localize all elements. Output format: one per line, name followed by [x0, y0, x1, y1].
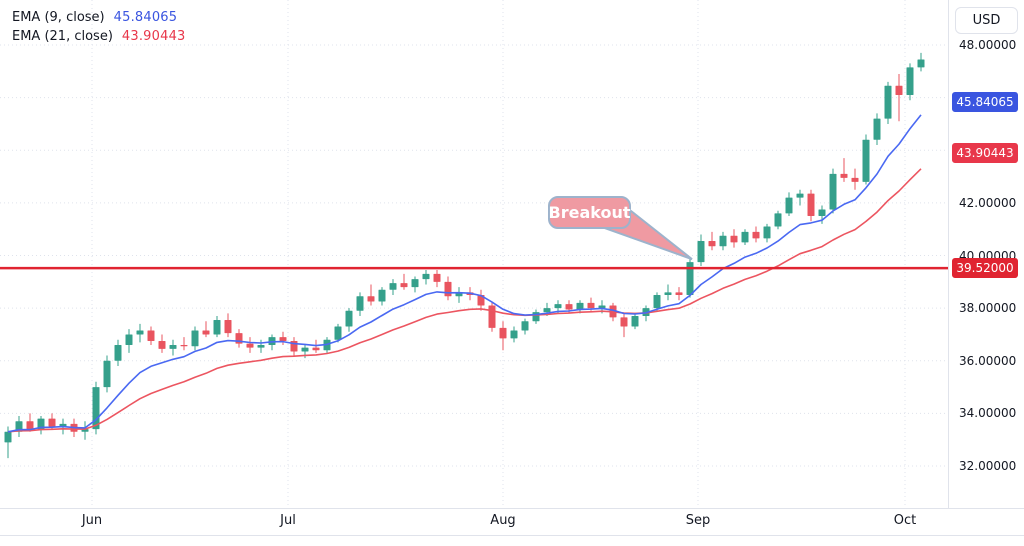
candle-up[interactable] [829, 168, 837, 214]
candle-down[interactable] [499, 321, 507, 351]
candle-up[interactable] [334, 323, 342, 343]
candle-up[interactable] [631, 313, 639, 330]
candle-down[interactable] [224, 313, 232, 338]
candle-up[interactable] [455, 287, 463, 303]
legend-item-ema9[interactable]: EMA (9, close) 45.84065 [12, 8, 186, 27]
candle-down[interactable] [202, 321, 210, 338]
price-badge: 43.90443 [952, 142, 1018, 163]
candle-up[interactable] [422, 269, 430, 285]
breakout-callout[interactable]: Breakout [548, 196, 631, 229]
price-tick-label: 42.00000 [959, 195, 1017, 210]
price-axis[interactable]: USD 48.00000 42.00000 40.00000 38.00000 36.0… [948, 0, 1024, 508]
time-tick-label: Aug [490, 513, 516, 528]
candle-up[interactable] [103, 355, 111, 393]
candle-up[interactable] [411, 276, 419, 293]
candle-down[interactable] [400, 273, 408, 290]
candle-up[interactable] [169, 339, 177, 356]
candle-down[interactable] [752, 226, 760, 243]
candle-up[interactable] [378, 287, 386, 306]
candle-up[interactable] [213, 316, 221, 338]
candle-down[interactable] [895, 73, 903, 122]
price-tick-label: 36.00000 [959, 353, 1017, 368]
candle-up[interactable] [774, 210, 782, 230]
candle-down[interactable] [675, 287, 683, 301]
candle-up[interactable] [532, 309, 540, 324]
candle-down[interactable] [851, 168, 859, 190]
candle-down[interactable] [807, 189, 815, 222]
time-tick-label: Oct [893, 513, 917, 528]
legend-item-ema21[interactable]: EMA (21, close) 43.90443 [12, 27, 186, 46]
ema9-line[interactable] [7, 114, 922, 433]
candle-up[interactable] [862, 134, 870, 185]
candle-up[interactable] [686, 258, 694, 298]
candle-down[interactable] [158, 334, 166, 353]
candle-up[interactable] [653, 292, 661, 311]
price-tick-label: 38.00000 [959, 301, 1017, 316]
ema21-value: 43.90443 [121, 29, 186, 44]
candle-down[interactable] [26, 413, 34, 432]
currency-button[interactable]: USD [955, 7, 1018, 34]
candle-up[interactable] [37, 416, 45, 435]
candle-up[interactable] [884, 81, 892, 124]
candle-down[interactable] [246, 337, 254, 353]
candle-up[interactable] [719, 231, 727, 251]
candle-up[interactable] [81, 421, 89, 440]
candle-down[interactable] [444, 276, 452, 301]
ema9-value: 45.84065 [113, 10, 178, 25]
price-badge: 45.84065 [952, 91, 1018, 112]
price-tick-label: 48.00000 [959, 38, 1017, 52]
candle-up[interactable] [114, 339, 122, 367]
candle-down[interactable] [730, 229, 738, 248]
candle-up[interactable] [576, 300, 584, 314]
candle-down[interactable] [620, 313, 628, 338]
ema21-label: EMA (21, close) [12, 29, 113, 44]
candle-down[interactable] [433, 269, 441, 288]
candle-down[interactable] [147, 326, 155, 345]
candle-up[interactable] [15, 416, 23, 438]
candle-up[interactable] [763, 223, 771, 243]
candle-up[interactable] [741, 229, 749, 245]
candle-up[interactable] [191, 326, 199, 351]
candle-up[interactable] [356, 292, 364, 317]
price-tick-label: 32.00000 [959, 459, 1017, 473]
indicator-legend: EMA (9, close) 45.84065 EMA (21, close) … [12, 8, 186, 46]
candle-down[interactable] [488, 301, 496, 332]
candle-up[interactable] [697, 234, 705, 267]
candle-down[interactable] [180, 337, 188, 351]
candle-up[interactable] [389, 279, 397, 295]
candlestick-chart[interactable] [0, 0, 948, 508]
candle-down[interactable] [840, 158, 848, 182]
price-tick-label: 34.00000 [959, 406, 1017, 421]
candle-up[interactable] [345, 308, 353, 332]
time-tick-label: Jul [280, 513, 296, 528]
candle-down[interactable] [367, 284, 375, 306]
candle-up[interactable] [906, 63, 914, 101]
grid-layer [0, 0, 948, 508]
candle-up[interactable] [521, 318, 529, 335]
candle-up[interactable] [873, 113, 881, 145]
candle-up[interactable] [510, 326, 518, 343]
chart-pane[interactable] [0, 0, 948, 508]
candle-up[interactable] [257, 339, 265, 353]
candle-up[interactable] [796, 189, 804, 206]
price-badge: 39.52000 [952, 258, 1018, 279]
candle-down[interactable] [708, 231, 716, 251]
candle-down[interactable] [290, 337, 298, 356]
candles-layer[interactable] [4, 52, 925, 459]
ema9-label: EMA (9, close) [12, 10, 105, 25]
candle-up[interactable] [785, 192, 793, 217]
candle-down[interactable] [477, 289, 485, 311]
time-tick-label: Jun [81, 513, 103, 528]
time-axis[interactable]: Jun Jul Aug Sep Oct [0, 508, 1024, 536]
candle-down[interactable] [235, 329, 243, 348]
time-tick-label: Sep [685, 513, 711, 528]
candle-up[interactable] [917, 52, 925, 72]
candle-down[interactable] [279, 331, 287, 345]
candle-up[interactable] [664, 284, 672, 301]
ema21-line[interactable] [7, 168, 922, 433]
candle-up[interactable] [125, 329, 133, 353]
candle-up[interactable] [136, 323, 144, 343]
